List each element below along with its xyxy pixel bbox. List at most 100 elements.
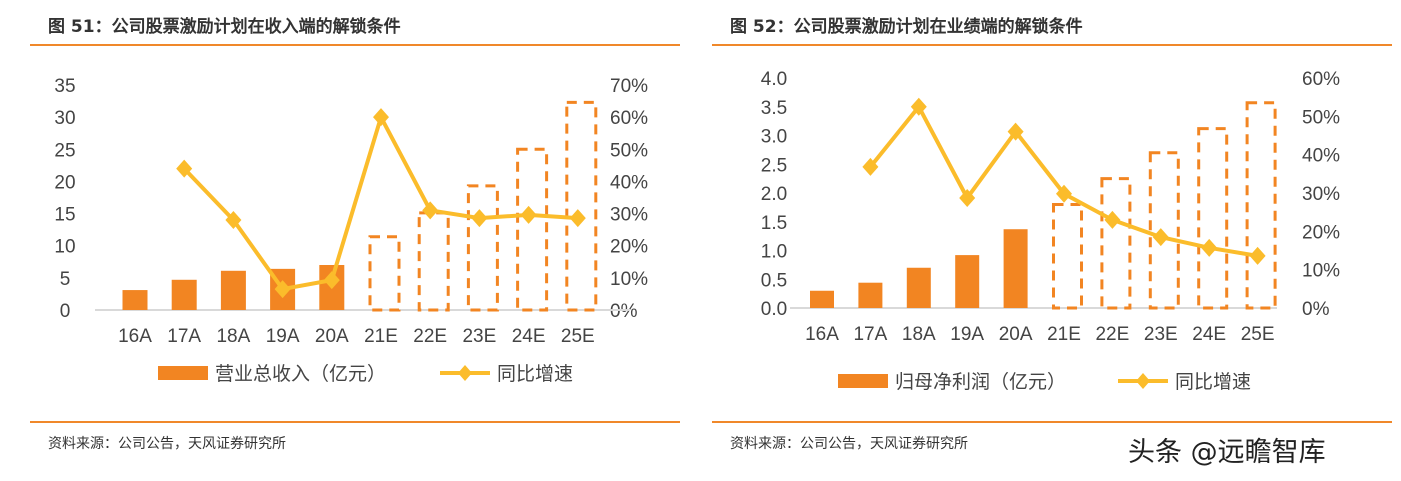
x-tick-label: 20A	[315, 326, 349, 347]
y2-tick-label: 30%	[1302, 184, 1340, 205]
bar-estimate	[417, 211, 450, 312]
legend-bar-label: 归母净利润（亿元）	[895, 371, 1066, 393]
y2-tick-label: 60%	[1302, 69, 1340, 90]
y-tick-label: 5	[60, 269, 71, 290]
bar-estimate	[516, 147, 549, 312]
y2-tick-label: 0%	[610, 301, 638, 322]
growth-point	[1152, 228, 1169, 247]
y-tick-label: 25	[54, 140, 75, 161]
x-tick-label: 19A	[950, 324, 984, 345]
x-tick-label: 22E	[413, 326, 447, 347]
growth-point	[1104, 210, 1121, 229]
x-tick-label: 20A	[999, 324, 1033, 345]
y2-tick-label: 50%	[1302, 107, 1340, 128]
y2-tick-label: 70%	[610, 76, 648, 97]
growth-point	[1007, 122, 1024, 141]
title-rule	[712, 44, 1392, 46]
bottom-rule	[712, 421, 1392, 423]
bar	[220, 270, 246, 310]
title-rule	[30, 44, 680, 46]
chart-52: 0.0 0.5 1.0 1.5 2.0 2.5 3.0 3.5 4.0 0% 10% 20% 30% 40…	[761, 69, 1340, 393]
bottom-rule	[30, 421, 680, 423]
chart-51: 0 5 10 15 20 25 30 35 0% 10% 20% 30% 40% 50% 60% 70% 16A…	[54, 76, 648, 385]
bar-estimate	[466, 184, 499, 312]
y2-tick-label: 10%	[610, 269, 648, 290]
legend-diamond-icon	[1136, 373, 1150, 389]
growth-point	[323, 271, 340, 290]
bar-estimate	[1197, 127, 1229, 310]
y2-tick-label: 0%	[1302, 299, 1330, 320]
growth-point	[274, 280, 291, 299]
x-tick-label: 17A	[853, 324, 887, 345]
y-tick-label: 35	[54, 76, 75, 97]
bar	[1003, 229, 1028, 308]
growth-point	[1056, 184, 1072, 203]
x-tick-label: 24E	[512, 326, 546, 347]
bar	[171, 279, 197, 310]
y-tick-label: 0.0	[761, 299, 787, 320]
watermark: 头条 @远瞻智库	[1128, 437, 1326, 468]
x-tick-label: 25E	[561, 326, 595, 347]
x-tick-label: 18A	[216, 326, 250, 347]
y2-tick-label: 20%	[1302, 222, 1340, 243]
growth-point	[569, 209, 586, 228]
growth-point	[176, 159, 193, 178]
y-tick-label: 2.5	[761, 155, 787, 176]
source-note: 资料来源：公司公告，天风证券研究所	[48, 436, 286, 452]
growth-point	[422, 201, 439, 220]
bar-estimate	[1245, 101, 1277, 310]
x-tick-label: 16A	[118, 326, 152, 347]
growth-point	[1201, 238, 1218, 257]
bar-estimate	[1100, 177, 1132, 310]
x-tick-label: 23E	[462, 326, 496, 347]
legend-bar-swatch	[838, 374, 888, 388]
legend-diamond-icon	[458, 365, 472, 381]
bar-estimate	[368, 235, 401, 312]
bar-estimate	[1148, 151, 1180, 310]
growth-point	[471, 209, 488, 228]
growth-point	[1249, 246, 1266, 265]
y2-tick-label: 40%	[1302, 146, 1340, 167]
y2-tick-label: 60%	[610, 108, 648, 129]
y-tick-label: 0	[60, 301, 71, 322]
growth-point	[862, 157, 879, 176]
y2-tick-label: 20%	[610, 237, 648, 258]
y-tick-label: 4.0	[761, 69, 787, 90]
bar	[858, 282, 883, 308]
y-tick-label: 3.5	[761, 98, 787, 119]
chart-title-51: 图 51：公司股票激励计划在收入端的解锁条件	[48, 17, 401, 37]
bar	[810, 290, 834, 308]
source-note: 资料来源：公司公告，天风证券研究所	[730, 436, 968, 452]
bar	[122, 290, 148, 310]
legend-bar-label: 营业总收入（亿元）	[215, 363, 386, 385]
y2-tick-label: 40%	[610, 172, 648, 193]
bar-estimate	[565, 100, 598, 312]
y-tick-label: 2.0	[761, 184, 787, 205]
growth-point	[225, 211, 242, 229]
bar	[955, 255, 980, 308]
y-tick-label: 3.0	[761, 127, 787, 148]
x-tick-label: 21E	[364, 326, 398, 347]
x-tick-label: 23E	[1144, 324, 1178, 345]
y-tick-label: 15	[54, 205, 75, 226]
growth-point	[910, 97, 927, 116]
x-tick-label: 17A	[167, 326, 201, 347]
x-tick-label: 16A	[805, 324, 839, 345]
legend-line-label: 同比增速	[1175, 371, 1251, 393]
legend-bar-swatch	[158, 366, 208, 380]
bar	[906, 267, 931, 308]
x-tick-label: 22E	[1095, 324, 1129, 345]
y-tick-label: 20	[54, 172, 75, 193]
x-tick-label: 25E	[1241, 324, 1275, 345]
chart-title-52: 图 52：公司股票激励计划在业绩端的解锁条件	[730, 17, 1083, 37]
legend-line-label: 同比增速	[497, 363, 573, 385]
y2-tick-label: 10%	[1302, 261, 1340, 282]
y-tick-label: 10	[54, 237, 75, 258]
growth-point	[520, 205, 537, 224]
x-tick-label: 21E	[1047, 324, 1081, 345]
x-tick-label: 19A	[266, 326, 300, 347]
y2-tick-label: 50%	[610, 140, 648, 161]
y-tick-label: 1.0	[761, 242, 787, 263]
y-tick-label: 30	[54, 108, 75, 129]
y-tick-label: 0.5	[761, 270, 787, 291]
